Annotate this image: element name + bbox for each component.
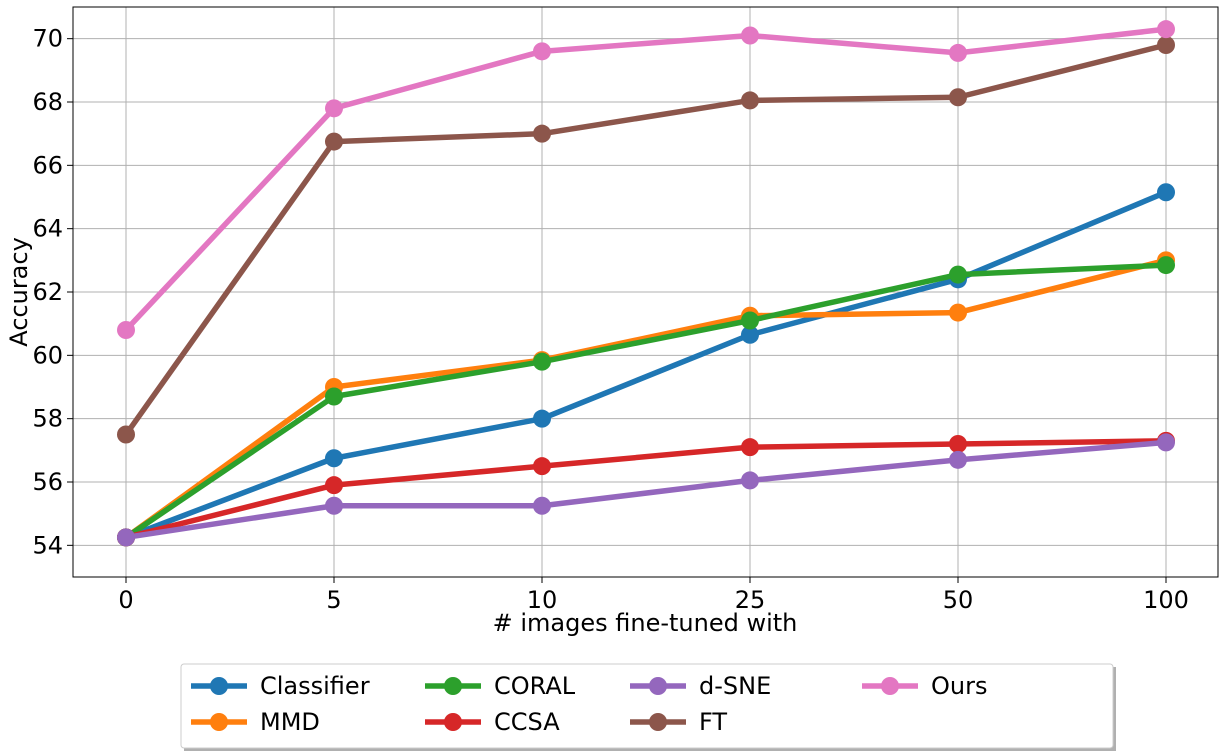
legend-label: CCSA (494, 708, 560, 736)
data-point (1157, 20, 1175, 39)
legend-entry: FT (630, 708, 727, 736)
series-group (117, 20, 1175, 547)
series-ours (117, 20, 1175, 339)
data-point (1157, 256, 1175, 275)
legend-entry: CCSA (425, 708, 560, 736)
legend-marker (444, 677, 462, 695)
y-tick-label: 58 (32, 405, 63, 433)
data-point (1157, 433, 1175, 452)
legend-entry: MMD (191, 708, 320, 736)
series-ccsa (117, 431, 1175, 547)
data-point (117, 425, 135, 444)
y-tick-label: 66 (32, 151, 63, 179)
series-ft (117, 36, 1175, 444)
data-point (741, 311, 759, 330)
legend-label: FT (699, 708, 727, 736)
y-tick-label: 64 (32, 215, 63, 243)
data-point (949, 265, 967, 284)
x-tick-label: 0 (118, 586, 133, 614)
data-point (949, 43, 967, 62)
legend-marker (210, 677, 228, 695)
y-tick-label: 60 (32, 341, 63, 369)
data-point (325, 132, 343, 151)
data-point (1157, 36, 1175, 54)
legend: Classifier MMD CORAL CCSA d-SNE FT Ours (180, 663, 1116, 751)
y-axis: 54 56 58 60 62 64 66 68 70 (32, 25, 73, 559)
data-point (741, 438, 759, 457)
y-tick-label: 68 (32, 88, 63, 116)
y-axis-title: Accuracy (5, 237, 33, 347)
y-tick-label: 62 (32, 278, 63, 306)
legend-label: CORAL (494, 672, 576, 700)
series-classifier (117, 183, 1175, 547)
series-line (123, 257, 1169, 541)
y-tick-label: 56 (32, 468, 63, 496)
legend-entry: Classifier (191, 672, 370, 700)
data-point (533, 457, 551, 476)
data-point (949, 303, 967, 322)
legend-label: Ours (931, 672, 987, 700)
data-point (325, 387, 343, 406)
legend-marker (649, 677, 667, 695)
series-line (123, 26, 1169, 333)
x-tick-label: 100 (1143, 586, 1189, 614)
data-point (741, 26, 759, 45)
legend-entry: Ours (862, 672, 987, 700)
data-point (533, 352, 551, 371)
data-point (117, 321, 135, 339)
x-axis: 0 5 10 25 50 100 (118, 577, 1189, 614)
series-line (123, 438, 1169, 541)
series-line (123, 189, 1169, 541)
data-point (949, 450, 967, 469)
x-tick-label: 5 (326, 586, 341, 614)
data-point (741, 91, 759, 110)
data-point (741, 325, 759, 344)
x-tick-label: 25 (735, 586, 766, 614)
data-point (325, 496, 343, 515)
legend-label: MMD (260, 708, 320, 736)
legend-marker (881, 677, 899, 695)
legend-entry: d-SNE (630, 672, 771, 700)
legend-marker (444, 713, 462, 731)
data-point (533, 42, 551, 61)
series-line (123, 439, 1169, 541)
data-point (533, 124, 551, 143)
data-point (949, 435, 967, 453)
data-point (741, 471, 759, 490)
grid-lines (73, 7, 1218, 577)
data-point (325, 449, 343, 468)
series-d-sne (117, 433, 1175, 547)
series-line (123, 42, 1169, 438)
data-point (117, 528, 135, 547)
series-line (123, 262, 1169, 541)
legend-marker (649, 713, 667, 731)
data-point (533, 409, 551, 428)
y-tick-label: 54 (32, 531, 63, 559)
legend-entry: CORAL (425, 672, 576, 700)
legend-label: Classifier (260, 672, 370, 700)
x-tick-label: 10 (527, 586, 558, 614)
data-point (1157, 183, 1175, 202)
data-point (949, 88, 967, 107)
y-tick-label: 70 (32, 25, 63, 53)
data-point (533, 496, 551, 515)
data-point (325, 476, 343, 495)
x-tick-label: 50 (943, 586, 974, 614)
data-point (325, 99, 343, 118)
x-axis-title: # images fine-tuned with (493, 609, 798, 637)
legend-marker (210, 713, 228, 731)
legend-label: d-SNE (699, 672, 771, 700)
